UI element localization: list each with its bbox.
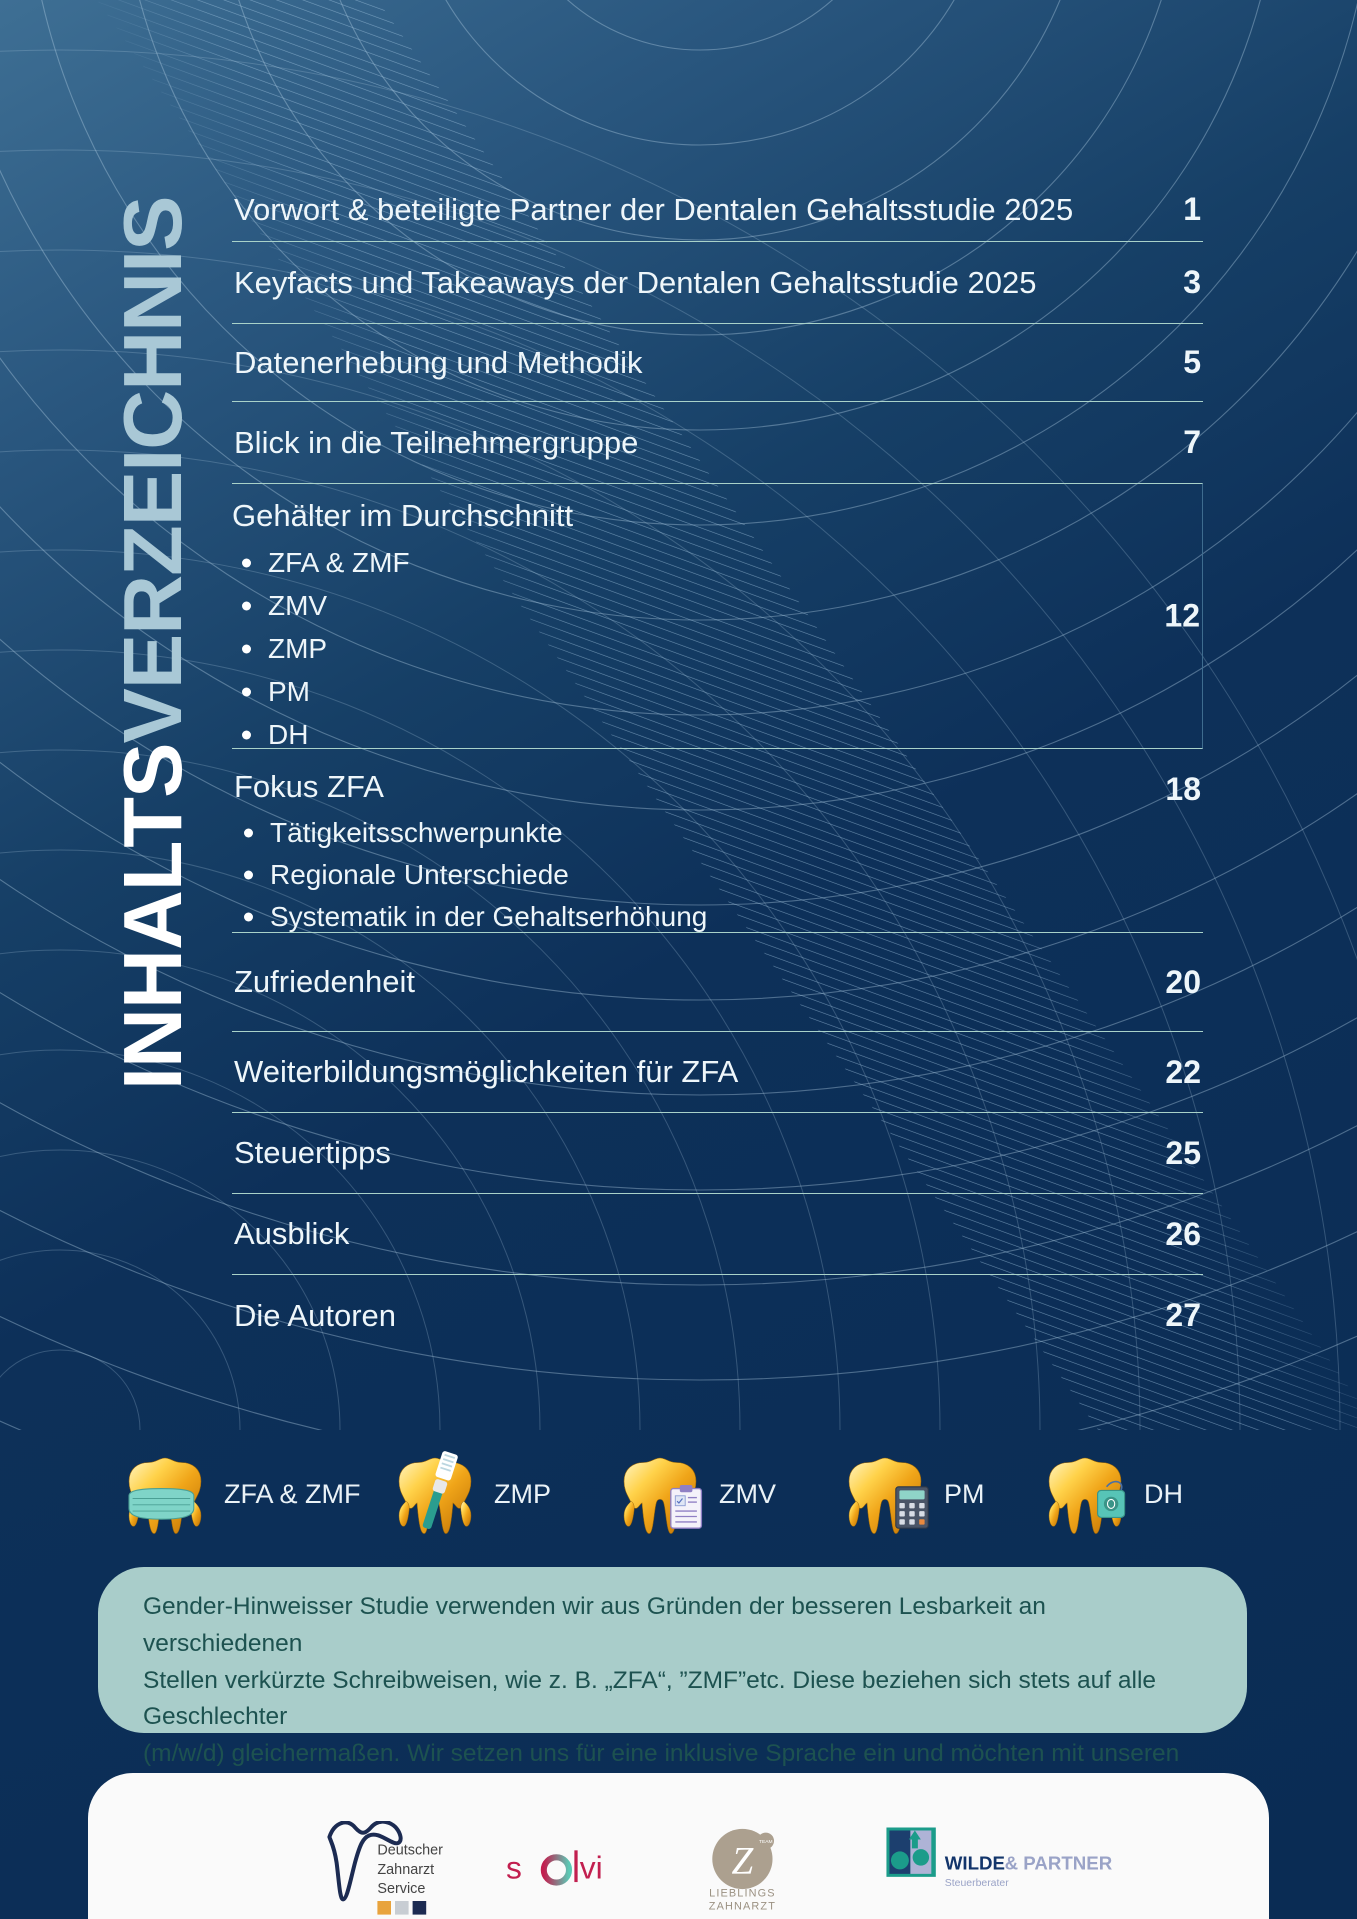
svg-text:Zahnarzt: Zahnarzt: [377, 1862, 434, 1878]
svg-text:Z: Z: [732, 1839, 755, 1882]
svg-text:vi: vi: [580, 1849, 603, 1885]
svg-text:Deutscher: Deutscher: [377, 1843, 443, 1859]
svg-text:s: s: [506, 1849, 522, 1885]
svg-text:TEAM: TEAM: [759, 1838, 773, 1844]
svg-text:ZAHNARZT: ZAHNARZT: [709, 1900, 776, 1912]
svg-text:WILDE: WILDE: [945, 1852, 1005, 1873]
svg-text:& PARTNER: & PARTNER: [1005, 1852, 1113, 1873]
svg-text:LIEBLINGS: LIEBLINGS: [709, 1887, 776, 1899]
svg-text:Service: Service: [377, 1881, 425, 1897]
svg-text:Steuerberater: Steuerberater: [945, 1878, 1009, 1889]
